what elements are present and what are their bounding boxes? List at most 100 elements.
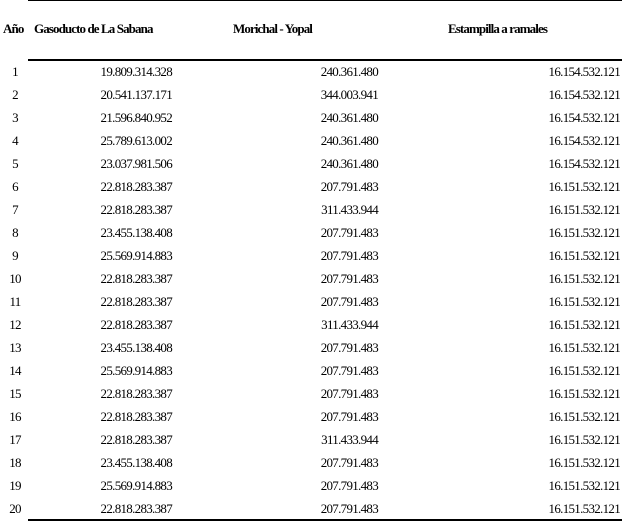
year-cell: 9	[12, 248, 19, 263]
year-cell: 1	[12, 64, 19, 79]
estampilla-cell: 16.154.532.121	[548, 64, 621, 79]
estampilla-cell: 16.151.532.121	[548, 317, 621, 332]
table-row: 12 22.818.283.387 311.433.944 16.151.532.12…	[0, 314, 622, 337]
table-row: 19 25.569.914.883 207.791.483 16.151.532.12…	[0, 475, 622, 498]
table-row: 16 22.818.283.387 207.791.483 16.151.532.12…	[0, 406, 622, 429]
year-cell: 12	[9, 317, 21, 332]
table-row: 3 21.596.840.952 240.361.480 16.154.532.121	[0, 107, 622, 130]
morichal-cell: 207.791.483	[320, 271, 379, 286]
header-gasoducto-la-sabana: Gasoducto de La Sabana	[34, 21, 153, 36]
morichal-cell: 207.791.483	[320, 409, 379, 424]
morichal-cell: 207.791.483	[320, 340, 379, 355]
table-row: 14 25.569.914.883 207.791.483 16.151.532.12…	[0, 360, 622, 383]
estampilla-cell: 16.151.532.121	[548, 432, 621, 447]
morichal-cell: 240.361.480	[320, 64, 379, 79]
bottom-rule	[28, 519, 622, 521]
estampilla-cell: 16.151.532.121	[548, 248, 621, 263]
header-morichal-yopal: Morichal - Yopal	[233, 21, 313, 36]
top-rule	[28, 0, 622, 1]
gasoducto-cell: 25.569.914.883	[100, 248, 173, 263]
year-cell: 19	[9, 478, 21, 493]
year-cell: 3	[12, 110, 19, 125]
morichal-cell: 207.791.483	[320, 248, 379, 263]
year-cell: 7	[12, 202, 19, 217]
morichal-cell: 207.791.483	[320, 179, 379, 194]
year-cell: 4	[12, 133, 19, 148]
gasoducto-cell: 25.569.914.883	[100, 478, 173, 493]
gasoducto-cell: 22.818.283.387	[100, 202, 173, 217]
gasoducto-cell: 20.541.137.171	[100, 87, 173, 102]
estampilla-cell: 16.151.532.121	[548, 340, 621, 355]
morichal-cell: 207.791.483	[320, 455, 379, 470]
estampilla-cell: 16.151.532.121	[548, 478, 621, 493]
gasoducto-cell: 23.455.138.408	[100, 455, 173, 470]
estampilla-cell: 16.151.532.121	[548, 409, 621, 424]
table-row: 6 22.818.283.387 207.791.483 16.151.532.121	[0, 176, 622, 199]
morichal-cell: 240.361.480	[320, 110, 379, 125]
morichal-cell: 344.003.941	[320, 87, 379, 102]
estampilla-cell: 16.154.532.121	[548, 156, 621, 171]
table-row: 5 23.037.981.506 240.361.480 16.154.532.121	[0, 153, 622, 176]
estampilla-cell: 16.151.532.121	[548, 294, 621, 309]
gasoducto-cell: 23.455.138.408	[100, 225, 173, 240]
year-cell: 18	[9, 455, 21, 470]
gasoducto-cell: 22.818.283.387	[100, 386, 173, 401]
table-row: 17 22.818.283.387 311.433.944 16.151.532.12…	[0, 429, 622, 452]
table-row: 10 22.818.283.387 207.791.483 16.151.532.12…	[0, 268, 622, 291]
morichal-cell: 207.791.483	[320, 386, 379, 401]
year-cell: 16	[9, 409, 21, 424]
estampilla-cell: 16.151.532.121	[548, 271, 621, 286]
year-cell: 11	[9, 294, 21, 309]
table-row: 18 23.455.138.408 207.791.483 16.151.532.12…	[0, 452, 622, 475]
estampilla-cell: 16.151.532.121	[548, 202, 621, 217]
table-row: 20 22.818.283.387 207.791.483 16.151.532.12…	[0, 498, 622, 521]
morichal-cell: 311.433.944	[321, 432, 379, 447]
gasoducto-cell: 22.818.283.387	[100, 409, 173, 424]
table-row: 1 19.809.314.328 240.361.480 16.154.532.121	[0, 61, 622, 84]
gasoducto-cell: 22.818.283.387	[100, 432, 173, 447]
year-cell: 20	[9, 501, 21, 516]
header-rule	[28, 59, 622, 61]
estampilla-cell: 16.151.532.121	[548, 386, 621, 401]
year-cell: 10	[9, 271, 21, 286]
table-row: 15 22.818.283.387 207.791.483 16.151.532.12…	[0, 383, 622, 406]
estampilla-cell: 16.154.532.121	[548, 110, 621, 125]
morichal-cell: 240.361.480	[320, 156, 379, 171]
table-row: 8 23.455.138.408 207.791.483 16.151.532.121	[0, 222, 622, 245]
morichal-cell: 207.791.483	[320, 363, 379, 378]
gasoducto-cell: 23.037.981.506	[100, 156, 173, 171]
header-estampilla-ramales: Estampilla a ramales	[448, 21, 548, 36]
year-cell: 14	[9, 363, 21, 378]
estampilla-cell: 16.151.532.121	[548, 455, 621, 470]
gasoducto-cell: 23.455.138.408	[100, 340, 173, 355]
gasoducto-cell: 22.818.283.387	[100, 317, 173, 332]
estampilla-cell: 16.151.532.121	[548, 225, 621, 240]
year-cell: 2	[12, 87, 19, 102]
year-cell: 8	[12, 225, 19, 240]
year-cell: 5	[12, 156, 19, 171]
morichal-cell: 207.791.483	[320, 478, 379, 493]
estampilla-cell: 16.154.532.121	[548, 133, 621, 148]
table-row: 4 25.789.613.002 240.361.480 16.154.532.121	[0, 130, 622, 153]
estampilla-cell: 16.154.532.121	[548, 87, 621, 102]
header-year: Año	[3, 21, 24, 36]
estampilla-cell: 16.151.532.121	[548, 501, 621, 516]
table-row: 13 23.455.138.408 207.791.483 16.151.532.12…	[0, 337, 622, 360]
gasoducto-cell: 22.818.283.387	[100, 179, 173, 194]
year-cell: 17	[9, 432, 21, 447]
morichal-cell: 207.791.483	[320, 501, 379, 516]
gasoducto-cell: 22.818.283.387	[100, 294, 173, 309]
table-row: 9 25.569.914.883 207.791.483 16.151.532.121	[0, 245, 622, 268]
gasoducto-cell: 25.789.613.002	[100, 133, 173, 148]
morichal-cell: 311.433.944	[321, 317, 379, 332]
morichal-cell: 240.361.480	[320, 133, 379, 148]
morichal-cell: 207.791.483	[320, 225, 379, 240]
morichal-cell: 311.433.944	[321, 202, 379, 217]
gasoducto-cell: 25.569.914.883	[100, 363, 173, 378]
gasoducto-cell: 19.809.314.328	[100, 64, 173, 79]
table-row: 2 20.541.137.171 344.003.941 16.154.532.121	[0, 84, 622, 107]
estampilla-cell: 16.151.532.121	[548, 363, 621, 378]
year-cell: 13	[9, 340, 21, 355]
gasoducto-cell: 22.818.283.387	[100, 271, 173, 286]
table-row: 11 22.818.283.387 207.791.483 16.151.532.12…	[0, 291, 622, 314]
